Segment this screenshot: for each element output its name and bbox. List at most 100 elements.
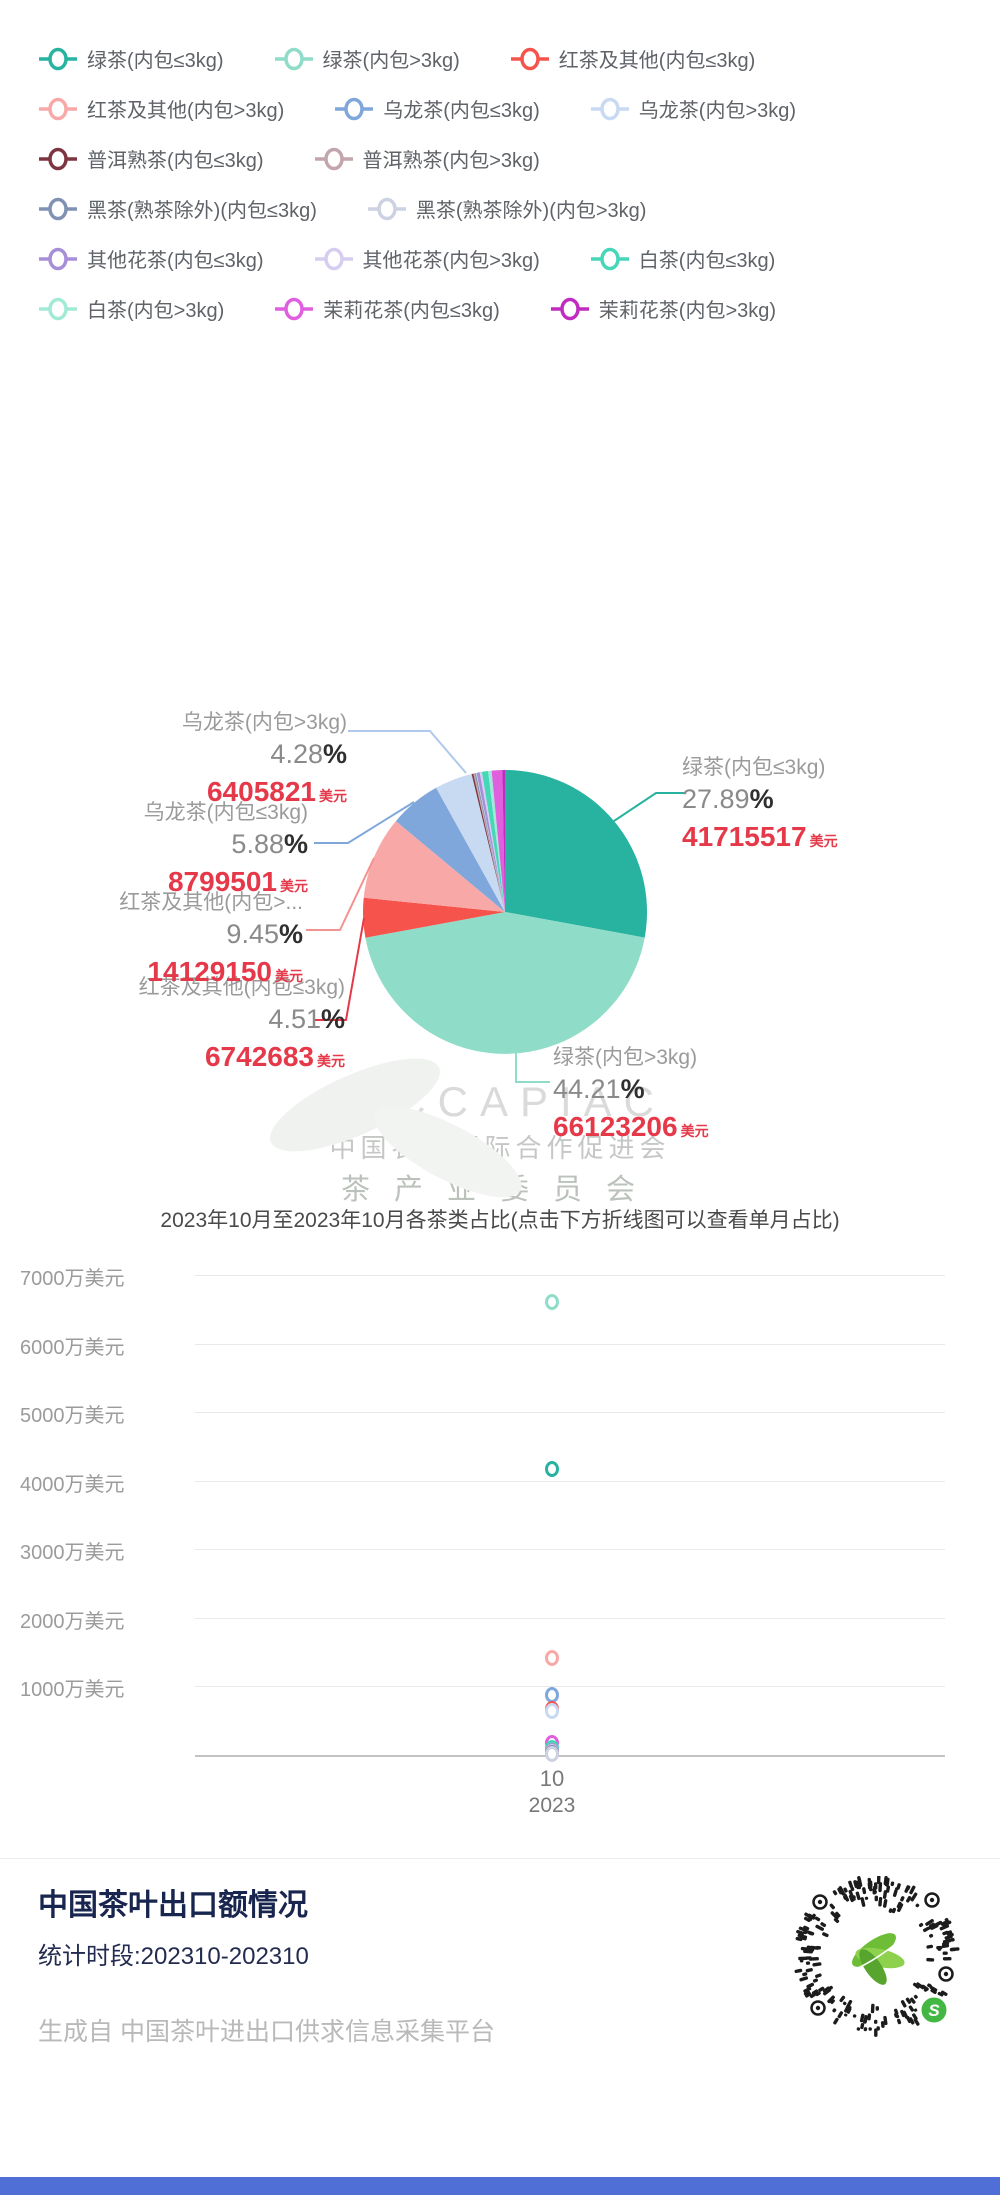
pie-slice-乌龙茶(内包≤3kg)[interactable] (395, 787, 505, 912)
legend-item-茉莉花茶(内包>3kg)[interactable]: 茉莉花茶(内包>3kg) (550, 294, 776, 323)
qr-dot (822, 1986, 831, 1993)
qr-dot (896, 2018, 902, 2025)
pie-label-value: 6405821 美元 (206, 776, 347, 807)
legend-item-白茶(内包>3kg)[interactable]: 白茶(内包>3kg) (38, 294, 224, 323)
pie-label-percent: 44.21% (553, 1074, 645, 1104)
bottom-bar (0, 2177, 1000, 2195)
legend-item-label: 普洱熟茶(内包>3kg) (362, 150, 540, 172)
qr-dot (878, 1899, 882, 1907)
qr-dot (929, 1933, 934, 1938)
qr-dot (828, 1985, 833, 1990)
pie-slice-乌龙茶(内包>3kg)[interactable] (436, 774, 505, 912)
watermark-org-line2: 茶产业委员会 (340, 1174, 659, 1206)
legend-item-普洱熟茶(内包≤3kg)[interactable]: 普洱熟茶(内包≤3kg) (38, 144, 264, 173)
report-title: 中国茶叶出口额情况 (38, 1889, 308, 1922)
pie-slice-绿茶(内包>3kg)[interactable] (365, 912, 645, 1054)
legend-line-marker-icon (550, 297, 589, 320)
pie-slice-红茶及其他(内包≤3kg)[interactable] (363, 897, 505, 938)
pie-slice-黑茶(熟茶除外)(内包>3kg)[interactable] (475, 772, 505, 912)
data-point-绿茶(内包≤3kg)[interactable] (545, 1460, 559, 1477)
qr-dot (839, 1995, 846, 2003)
qr-dot (942, 1951, 948, 1955)
legend-item-黑茶(熟茶除外)(内包>3kg)[interactable]: 黑茶(熟茶除外)(内包>3kg) (367, 194, 646, 223)
pie-label-乌龙茶(内包>3kg): 乌龙茶(内包>3kg) 4.28% 6405821 美元 (42, 708, 347, 813)
legend-item-茉莉花茶(内包≤3kg)[interactable]: 茉莉花茶(内包≤3kg) (274, 294, 500, 323)
legend-line-marker-icon (510, 47, 549, 70)
qr-dot (870, 2003, 875, 2014)
qr-dot (800, 1946, 809, 1951)
legend-line-marker-icon (39, 197, 77, 220)
qr-dot (809, 1991, 819, 1999)
pie-slice-普洱熟茶(内包≤3kg)[interactable] (471, 773, 505, 912)
legend-item-label: 白茶(内包>3kg) (87, 300, 225, 322)
watermark-org-line1: 中国农业国际合作促进会 (329, 1133, 671, 1163)
pie-slice-白茶(内包≤3kg)[interactable] (481, 771, 505, 912)
legend-item-红茶及其他(内包>3kg)[interactable]: 红茶及其他(内包>3kg) (38, 94, 284, 123)
gridline (195, 1617, 945, 1619)
pie-slice-绿茶(内包≤3kg)[interactable] (505, 770, 648, 938)
qr-dot (863, 2019, 867, 2024)
legend-item-label: 其他花茶(内包≤3kg) (87, 250, 264, 272)
qr-dot (874, 2019, 878, 2024)
pie-label-value: 14129150 美元 (147, 956, 303, 987)
qr-dot (926, 1957, 935, 1962)
pie-slice-茉莉花茶(内包≤3kg)[interactable] (491, 770, 505, 912)
qr-dot (805, 1961, 811, 1965)
pie-label-value: 66123206 美元 (553, 1111, 709, 1142)
gridline (195, 1549, 945, 1551)
qr-dot (882, 1899, 888, 1908)
qr-eye-dot (817, 1899, 823, 1905)
legend-line-marker-icon (590, 97, 629, 120)
pie-slice-黑茶(熟茶除外)(内包≤3kg)[interactable] (474, 773, 505, 912)
pie-slice-茉莉花茶(内包>3kg)[interactable] (502, 769, 505, 912)
miniprogram-qr-code[interactable]: S (790, 1876, 966, 2044)
pie-label-value: 8799501 美元 (167, 866, 308, 897)
legend-item-白茶(内包≤3kg)[interactable]: 白茶(内包≤3kg) (590, 244, 775, 273)
data-point-乌龙茶(内包>3kg)[interactable] (545, 1703, 559, 1720)
qr-dot (947, 1932, 954, 1938)
qr-dot (810, 1945, 820, 1950)
legend-item-绿茶(内包>3kg)[interactable]: 绿茶(内包>3kg) (274, 44, 460, 73)
x-axis-tick-month[interactable]: 10 (539, 1766, 565, 1791)
qr-eye-dot (943, 1971, 949, 1977)
legend-row: 绿茶(内包≤3kg) 绿茶(内包>3kg) 红茶及其他(内包≤3kg) (38, 44, 978, 73)
qr-dot (814, 1916, 821, 1922)
legend-item-黑茶(熟茶除外)(内包≤3kg)[interactable]: 黑茶(熟茶除外)(内包≤3kg) (38, 194, 317, 223)
data-point-黑茶(熟茶除外)(内包>3kg)[interactable] (545, 1746, 559, 1763)
qr-eye-icon (812, 1894, 828, 1910)
legend-item-其他花茶(内包>3kg)[interactable]: 其他花茶(内包>3kg) (314, 244, 540, 273)
qr-dot (797, 1933, 808, 1939)
qr-dot (852, 2014, 857, 2018)
qr-dot (833, 1917, 840, 1924)
legend-item-普洱熟茶(内包>3kg)[interactable]: 普洱熟茶(内包>3kg) (314, 144, 540, 173)
qr-eye-icon (938, 1966, 954, 1982)
legend-item-label: 乌龙茶(内包≤3kg) (383, 100, 540, 122)
qr-dot (876, 1876, 881, 1885)
legend-item-其他花茶(内包≤3kg)[interactable]: 其他花茶(内包≤3kg) (38, 244, 264, 273)
qr-dot (850, 1886, 855, 1892)
qr-dot (950, 1938, 955, 1942)
qr-dot (937, 1991, 944, 1997)
y-axis-tick-label: 5000万美元 (20, 1405, 125, 1428)
qr-dot (798, 1956, 808, 1961)
pie-slice-其他花茶(内包≤3kg)[interactable] (476, 772, 505, 912)
legend-item-红茶及其他(内包≤3kg)[interactable]: 红茶及其他(内包≤3kg) (510, 44, 755, 73)
qr-dot (848, 1889, 855, 1899)
qr-dot (798, 1926, 808, 1933)
pie-slice-普洱熟茶(内包>3kg)[interactable] (473, 773, 505, 912)
qr-dot (867, 2013, 872, 2021)
qr-dot (822, 1932, 829, 1938)
data-point-红茶及其他(内包>3kg)[interactable] (545, 1650, 559, 1667)
legend-line-marker-icon (39, 247, 77, 270)
pie-slice-红茶及其他(内包>3kg)[interactable] (363, 821, 505, 912)
legend-item-乌龙茶(内包>3kg)[interactable]: 乌龙茶(内包>3kg) (590, 94, 796, 123)
qr-dot (874, 1895, 878, 1902)
legend-item-乌龙茶(内包≤3kg)[interactable]: 乌龙茶(内包≤3kg) (334, 94, 540, 123)
data-point-绿茶(内包>3kg)[interactable] (545, 1293, 559, 1310)
pie-slice-白茶(内包>3kg)[interactable] (488, 770, 505, 912)
legend-item-绿茶(内包≤3kg)[interactable]: 绿茶(内包≤3kg) (38, 44, 224, 73)
pie-label-绿茶(内包≤3kg): 绿茶(内包≤3kg) 27.89% 41715517 美元 (682, 753, 838, 858)
pie-label-percent: 4.51% (268, 1004, 345, 1034)
pie-slice-其他花茶(内包>3kg)[interactable] (479, 771, 505, 912)
